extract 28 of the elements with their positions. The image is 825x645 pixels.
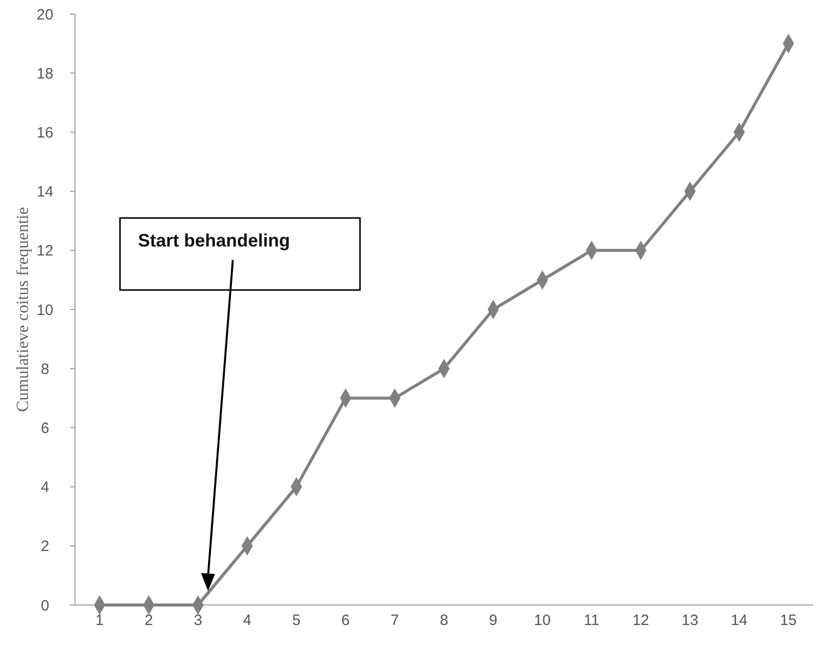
y-tick-label: 8 bbox=[40, 360, 50, 378]
y-tick-label: 6 bbox=[40, 420, 50, 437]
x-tick-label: 12 bbox=[632, 612, 650, 629]
x-tick-label: 10 bbox=[534, 612, 551, 629]
x-tick-label: 9 bbox=[489, 612, 498, 629]
y-tick-label: 10 bbox=[36, 302, 54, 319]
x-tick-label: 5 bbox=[292, 612, 301, 629]
y-tick-label: 12 bbox=[36, 242, 54, 260]
x-tick-label: 2 bbox=[144, 612, 153, 629]
y-tick-label: 20 bbox=[36, 6, 54, 24]
x-tick-label: 13 bbox=[682, 612, 698, 629]
x-tick-label: 3 bbox=[194, 612, 202, 629]
annotation: Start behandeling bbox=[138, 230, 290, 250]
y-tick-label: 4 bbox=[40, 479, 50, 496]
x-tick-label: 7 bbox=[390, 612, 399, 629]
y-tick-label: 0 bbox=[40, 597, 50, 614]
x-tick-label: 4 bbox=[243, 612, 252, 629]
y-axis-title: Cumulatieve coitus frequentie bbox=[12, 207, 32, 412]
y-tick-label: 14 bbox=[36, 184, 54, 201]
x-tick-label: 6 bbox=[341, 612, 350, 629]
y-tick-label: 16 bbox=[36, 124, 54, 142]
x-tick-label: 14 bbox=[730, 612, 748, 629]
x-tick-label: 8 bbox=[440, 612, 448, 629]
y-tick-label: 18 bbox=[36, 65, 54, 82]
x-tick-label: 11 bbox=[584, 612, 600, 629]
x-tick-label: 1 bbox=[95, 612, 104, 629]
y-tick-label: 2 bbox=[40, 538, 50, 556]
x-tick-label: 15 bbox=[780, 612, 797, 629]
